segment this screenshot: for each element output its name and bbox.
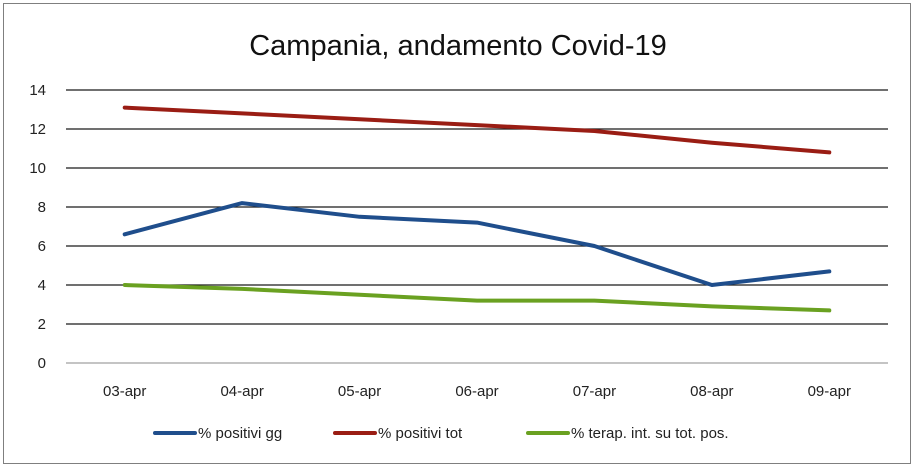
y-axis-ticks: 0 2 4 6 8 10 12 14 xyxy=(29,82,46,372)
y-tick-label: 10 xyxy=(29,160,46,177)
series-line-0 xyxy=(122,201,832,287)
x-tick-label: 08-apr xyxy=(690,383,733,400)
y-tick-label: 12 xyxy=(29,121,46,138)
y-tick-label: 14 xyxy=(29,82,46,99)
x-tick-label: 07-apr xyxy=(573,383,616,400)
y-tick-label: 4 xyxy=(38,277,46,294)
y-tick-label: 0 xyxy=(38,355,46,372)
grid xyxy=(66,89,888,364)
legend-item: % positivi tot xyxy=(333,425,463,442)
chart-title: Campania, andamento Covid-19 xyxy=(249,30,667,62)
x-tick-label: 04-apr xyxy=(220,383,263,400)
y-tick-label: 2 xyxy=(38,316,46,333)
x-tick-label: 03-apr xyxy=(103,383,146,400)
legend-label: % positivi gg xyxy=(198,425,282,442)
chart-frame xyxy=(3,3,911,464)
x-axis-ticks: 03-apr 04-apr 05-apr 06-apr 07-apr 08-apr 09-a… xyxy=(103,383,851,400)
legend-label: % terap. int. su tot. pos. xyxy=(571,425,729,442)
y-tick-label: 6 xyxy=(38,238,46,255)
x-tick-label: 06-apr xyxy=(455,383,498,400)
x-tick-label: 09-apr xyxy=(808,383,851,400)
y-tick-label: 8 xyxy=(38,199,46,216)
series-line-1 xyxy=(122,105,832,155)
legend-item: % terap. int. su tot. pos. xyxy=(526,425,729,442)
series-lines xyxy=(122,105,832,313)
legend-item: % positivi gg xyxy=(153,425,282,442)
series-line-2 xyxy=(122,283,832,313)
legend-label: % positivi tot xyxy=(378,425,463,442)
x-tick-label: 05-apr xyxy=(338,383,381,400)
legend: % positivi gg % positivi tot % terap. int.… xyxy=(153,425,729,442)
